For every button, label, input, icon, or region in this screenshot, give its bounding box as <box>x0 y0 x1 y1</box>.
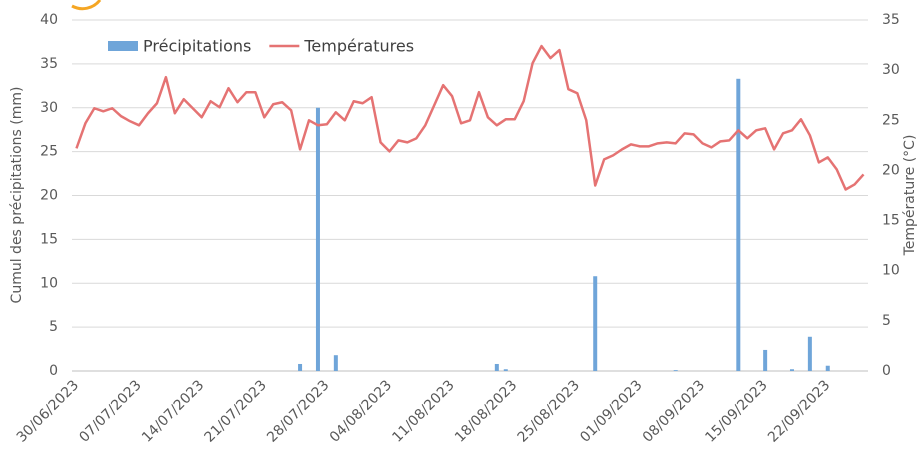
y2-tick-label: 20 <box>882 162 900 178</box>
legend-label: Précipitations <box>143 37 251 56</box>
x-tick-label: 11/08/2023 <box>389 377 457 445</box>
y-axis-title: Cumul des précipitations (mm) <box>9 87 25 304</box>
y2-tick-label: 5 <box>882 313 891 329</box>
logo-arc <box>71 0 102 11</box>
y-tick-label: 5 <box>49 319 58 335</box>
bar <box>825 365 830 371</box>
y2-axis-title: Température (°C) <box>902 135 918 257</box>
x-tick-label: 01/09/2023 <box>577 377 645 445</box>
y-tick-label: 10 <box>40 275 58 291</box>
bar <box>763 349 768 371</box>
y-tick-label: 25 <box>40 144 58 160</box>
x-tick-label: 28/07/2023 <box>264 377 332 445</box>
y-tick-label: 30 <box>40 100 58 116</box>
bar <box>789 369 794 371</box>
bar <box>298 363 303 371</box>
y2-tick-label: 10 <box>882 263 900 279</box>
x-tick-label: 25/08/2023 <box>515 377 583 445</box>
y-tick-label: 15 <box>40 231 58 247</box>
y2-tick-label: 30 <box>882 62 900 78</box>
x-tick-label: 30/06/2023 <box>14 377 82 445</box>
legend-box <box>85 30 440 62</box>
bar <box>673 370 678 371</box>
x-tick-label: 18/08/2023 <box>452 377 520 445</box>
x-tick-label: 14/07/2023 <box>139 377 207 445</box>
bar <box>333 355 338 371</box>
y2-tick-label: 15 <box>882 213 900 229</box>
bar <box>593 276 598 371</box>
bar <box>315 107 320 371</box>
y2-tick-label: 0 <box>882 363 891 379</box>
legend-label: Températures <box>303 37 414 56</box>
x-tick-label: 21/07/2023 <box>202 377 270 445</box>
y-tick-label: 20 <box>40 188 58 204</box>
x-tick-label: 07/07/2023 <box>76 377 144 445</box>
bar <box>807 336 812 371</box>
x-tick-label: 04/08/2023 <box>327 377 395 445</box>
y-tick-label: 35 <box>40 56 58 72</box>
temperature-line <box>75 44 865 191</box>
legend-swatch <box>108 41 138 51</box>
y2-tick-label: 35 <box>882 12 900 28</box>
x-tick-label: 22/09/2023 <box>765 377 833 445</box>
y-tick-label: 40 <box>40 12 58 28</box>
bar <box>736 78 741 371</box>
y-tick-label: 0 <box>49 363 58 379</box>
bar <box>494 363 499 371</box>
y2-tick-label: 25 <box>882 112 900 128</box>
x-tick-label: 15/09/2023 <box>702 377 770 445</box>
x-tick-label: 08/09/2023 <box>640 377 708 445</box>
bar <box>503 369 508 371</box>
